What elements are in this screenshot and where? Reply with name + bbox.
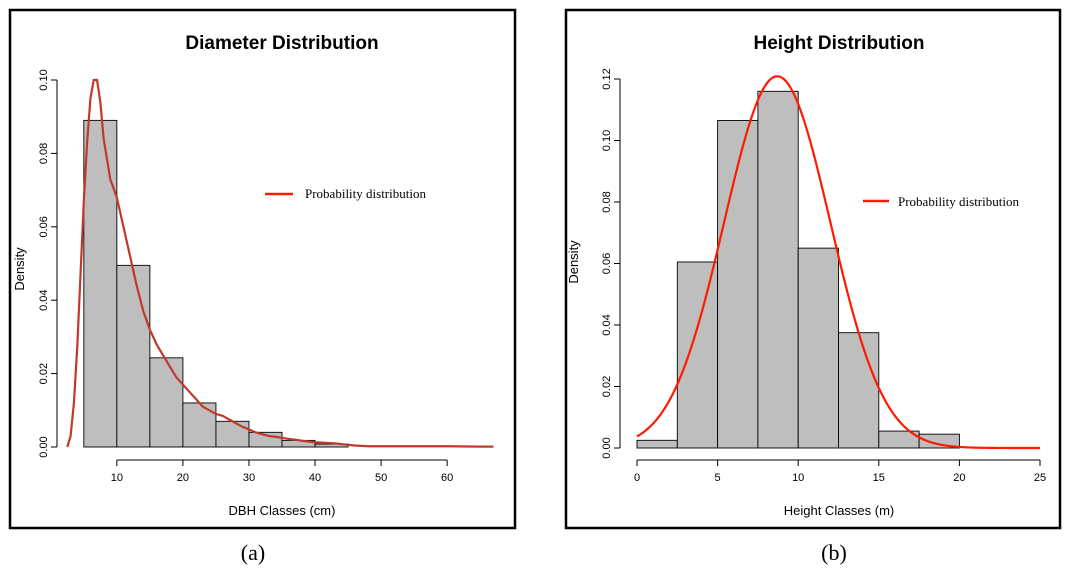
histogram-bar [757,90,799,449]
density-curve [66,78,494,448]
x-tick-label: 0 [634,472,640,484]
y-tick-label: 0.08 [601,191,613,212]
y-tick-label: 0.02 [38,363,50,384]
histogram-bar [838,332,880,449]
y-tick-label: 0.06 [38,216,50,237]
y-tick-label: 0.00 [601,437,613,458]
y-tick-label: 0.08 [38,143,50,164]
x-tick-label: 15 [873,472,885,484]
x-tick-label: 50 [375,472,387,484]
histogram-bar [83,119,118,448]
x-tick-label: 10 [792,472,804,484]
x-tick-label: 60 [441,472,453,484]
chart-title: Height Distribution [754,33,925,54]
histogram-bar [215,420,250,448]
plot-area: 0.00 0.02 0.04 0.06 0.08 0.10 10 20 30 40 50 60 [38,69,494,484]
histogram-bar [918,433,960,449]
legend-label: Probability distribution [305,186,426,201]
x-tick-label: 20 [953,472,965,484]
x-axis-label: Height Classes (m) [784,503,895,518]
y-tick-label: 0.04 [601,314,613,335]
panel-caption-a: (a) [241,540,265,565]
histogram-bar [116,264,151,448]
y-tick-label: 0.06 [601,253,613,274]
x-tick-label: 5 [715,472,721,484]
legend-label: Probability distribution [898,194,1019,209]
x-tick-label: 20 [177,472,189,484]
legend: Probability distribution [863,194,1019,209]
density-curve [636,75,1040,450]
y-tick-label: 0.00 [38,436,50,457]
x-tick-label: 30 [243,472,255,484]
y-tick-label: 0.04 [38,289,50,310]
histogram-bar [182,402,217,448]
panel-caption-b: (b) [821,540,847,565]
y-axis-label: Density [566,240,581,284]
x-tick-label: 40 [309,472,321,484]
y-tick-label: 0.12 [601,68,613,89]
y-tick-label: 0.02 [601,376,613,397]
plot-area: 0.00 0.02 0.04 0.06 0.08 0.10 0.12 0 5 10 15 20 25 [601,68,1046,484]
y-tick-label: 0.10 [38,69,50,90]
x-tick-label: 25 [1034,472,1046,484]
histogram-bar [717,120,759,449]
legend: Probability distribution [265,186,426,201]
y-axis-label: Density [12,247,27,291]
y-tick-label: 0.10 [601,130,613,151]
histogram-bar [636,439,678,449]
histogram-bar [797,247,839,449]
x-tick-label: 10 [111,472,123,484]
x-axis-label: DBH Classes (cm) [229,503,336,518]
height-chart-panel: Height Distribution 0.00 0.02 0.04 0.06 0.08… [564,8,1062,530]
histogram-bar [149,357,184,448]
histogram-bar [676,261,719,449]
diameter-chart-panel: Diameter Distribution 0.000.020.040.060.… [8,8,517,530]
chart-title: Diameter Distribution [185,33,378,54]
